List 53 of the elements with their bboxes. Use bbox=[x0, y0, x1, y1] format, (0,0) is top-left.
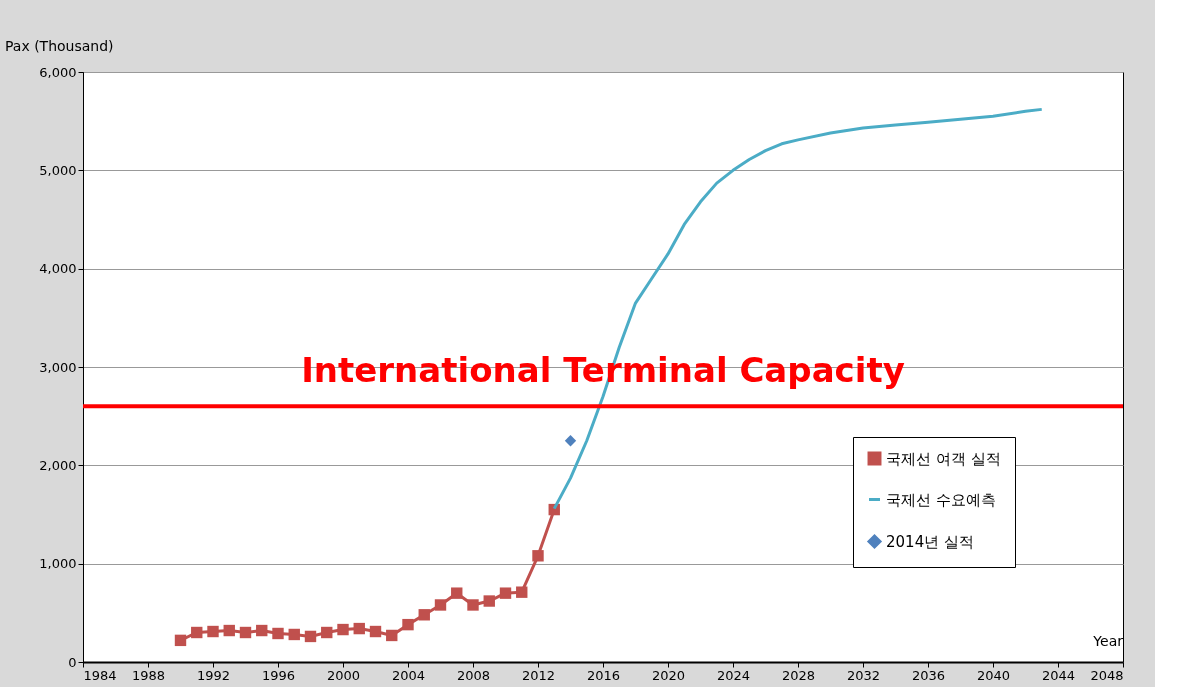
point bbox=[223, 624, 235, 637]
x-tick-label: 1988 bbox=[131, 667, 166, 683]
x-tick-label: 2044 bbox=[1041, 667, 1076, 683]
x-tick-label: 2032 bbox=[846, 667, 881, 683]
point bbox=[337, 623, 349, 636]
point bbox=[304, 630, 317, 643]
x-tick-label: 2020 bbox=[651, 667, 686, 683]
x-tick-label: 2016 bbox=[586, 667, 621, 683]
x-tick-label: 1996 bbox=[261, 667, 296, 683]
point bbox=[239, 626, 252, 639]
point bbox=[402, 618, 414, 631]
point bbox=[256, 624, 268, 637]
legend-label: 국제선 여객 실적 bbox=[886, 449, 1001, 468]
x-tick-label: 2028 bbox=[781, 667, 816, 683]
point bbox=[174, 634, 187, 647]
x-tick-label: 2048 bbox=[1090, 667, 1124, 683]
x-tick-label: 2040 bbox=[976, 667, 1011, 683]
x-tick-label: 1992 bbox=[196, 667, 231, 683]
legend-label: 2014년 실적 bbox=[886, 532, 974, 551]
point bbox=[418, 609, 430, 621]
point bbox=[321, 626, 333, 639]
y-tick-label: 0 bbox=[68, 654, 77, 670]
x-tick-label: 2036 bbox=[911, 667, 946, 683]
point bbox=[434, 599, 447, 611]
x-tick-label: 1984 bbox=[83, 667, 117, 683]
y-tick-label: 1,000 bbox=[39, 556, 77, 572]
y-tick-label: 5,000 bbox=[39, 162, 77, 178]
x-tick-label: 2012 bbox=[521, 667, 556, 683]
point bbox=[451, 587, 463, 599]
point bbox=[516, 586, 528, 598]
x-axis-title: Year bbox=[1092, 633, 1124, 649]
point bbox=[191, 626, 203, 639]
legend-label: 국제선 수요예측 bbox=[886, 490, 996, 509]
x-tick-label: 2000 bbox=[326, 667, 361, 683]
y-tick-label: 6,000 bbox=[39, 64, 77, 80]
y-tick-label: 2,000 bbox=[39, 457, 77, 473]
y-axis-title: Pax (Thousand) bbox=[5, 38, 114, 54]
point bbox=[369, 625, 382, 638]
point bbox=[499, 587, 512, 599]
x-tick-label: 2008 bbox=[456, 667, 491, 683]
y-tick-label: 3,000 bbox=[39, 359, 77, 375]
point bbox=[483, 595, 495, 607]
point bbox=[564, 435, 577, 447]
y-tick-label: 4,000 bbox=[39, 261, 77, 277]
point bbox=[272, 627, 284, 640]
point bbox=[288, 628, 300, 641]
point bbox=[353, 622, 365, 635]
x-tick-label: 2024 bbox=[716, 667, 751, 683]
x-tick-label: 2004 bbox=[391, 667, 426, 683]
point bbox=[467, 599, 479, 611]
point bbox=[386, 629, 398, 642]
point bbox=[207, 625, 219, 638]
point bbox=[532, 550, 544, 562]
